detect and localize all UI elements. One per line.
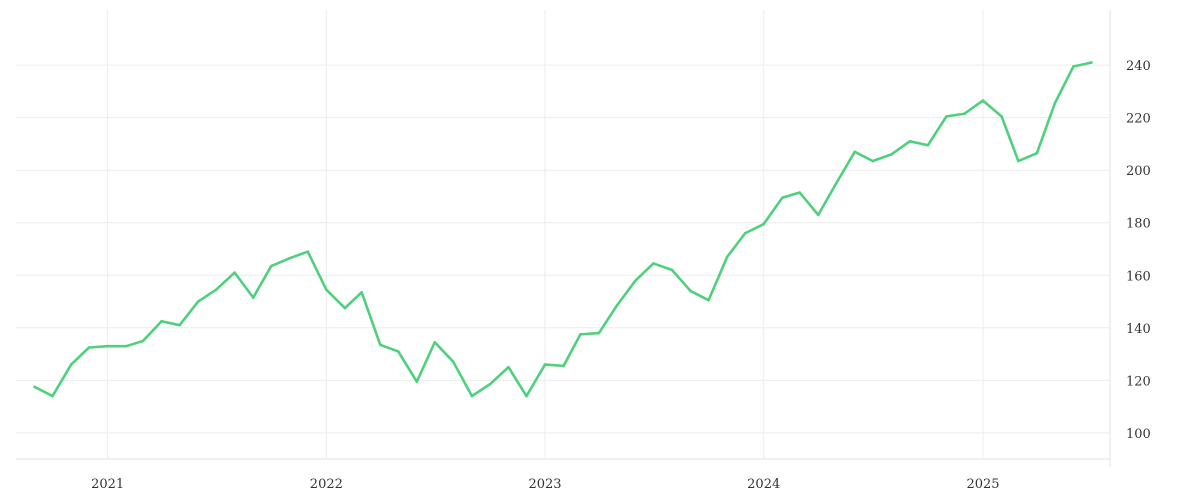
x-tick-label: 2025	[966, 477, 999, 492]
x-axis-tick-labels: 2021 2022 2023 2024 2025	[91, 477, 999, 492]
data-point	[981, 99, 985, 102]
data-point	[1017, 159, 1020, 163]
data-point	[816, 213, 820, 217]
y-tick-label: 120	[1126, 374, 1151, 389]
data-point	[908, 140, 912, 143]
data-point	[288, 256, 292, 260]
data-point	[396, 350, 400, 353]
data-point	[890, 153, 893, 156]
y-axis-tick-labels: 100 120 140 160 180 200 220 240	[1126, 59, 1151, 442]
series-group	[33, 61, 1093, 398]
data-point	[251, 296, 255, 299]
y-tick-label: 160	[1126, 269, 1151, 284]
data-point	[798, 191, 801, 194]
y-tick-label: 180	[1126, 217, 1151, 232]
data-point	[69, 363, 73, 366]
data-point	[762, 222, 766, 226]
data-point	[689, 289, 692, 293]
data-point	[780, 196, 784, 200]
data-point	[233, 271, 236, 274]
data-point	[488, 382, 492, 386]
data-point	[160, 319, 163, 323]
data-point	[433, 340, 437, 344]
data-point	[945, 115, 948, 118]
data-point	[871, 159, 875, 163]
data-point	[470, 394, 474, 398]
data-point	[525, 394, 528, 398]
data-point	[926, 143, 930, 147]
data-point	[507, 365, 510, 369]
y-tick-label: 100	[1126, 427, 1151, 442]
data-point	[214, 288, 218, 292]
data-point	[1000, 115, 1003, 118]
data-point	[562, 364, 565, 368]
data-point	[579, 333, 582, 336]
data-point	[543, 363, 547, 366]
data-point	[269, 264, 273, 268]
data-point	[1090, 61, 1093, 64]
y-tick-label: 220	[1126, 112, 1151, 127]
data-point	[306, 250, 310, 253]
data-point	[141, 339, 145, 343]
data-point	[87, 346, 91, 349]
data-point	[343, 306, 347, 310]
data-point	[51, 394, 54, 398]
data-point	[743, 231, 747, 235]
data-point	[452, 360, 455, 364]
data-point	[415, 380, 419, 383]
data-point	[360, 291, 363, 294]
x-tick-label: 2023	[528, 477, 561, 492]
data-point	[33, 385, 36, 389]
data-point	[378, 343, 382, 347]
data-point	[615, 304, 619, 307]
y-tick-label: 240	[1126, 59, 1151, 74]
data-point	[597, 331, 601, 335]
data-point	[725, 255, 729, 259]
horizontal-gridlines	[16, 64, 1110, 460]
data-point	[634, 279, 637, 282]
data-point	[853, 150, 857, 154]
y-tick-label: 140	[1126, 322, 1151, 337]
series-line	[33, 61, 1093, 398]
data-point	[1053, 101, 1057, 105]
data-point	[106, 344, 109, 348]
data-point	[652, 262, 655, 265]
data-point	[196, 300, 200, 303]
data-point	[670, 268, 674, 272]
x-tick-label: 2024	[747, 477, 780, 492]
data-point	[178, 323, 181, 327]
x-tick-label: 2022	[310, 477, 343, 492]
vertical-gridlines	[107, 10, 984, 459]
data-point	[963, 112, 966, 116]
y-tick-label: 200	[1126, 164, 1151, 179]
data-point	[1035, 151, 1039, 155]
data-point	[1072, 65, 1075, 68]
data-point	[707, 298, 710, 302]
data-point	[124, 344, 128, 348]
data-point	[325, 288, 328, 292]
x-tick-label: 2021	[91, 477, 124, 492]
data-point	[834, 182, 838, 185]
